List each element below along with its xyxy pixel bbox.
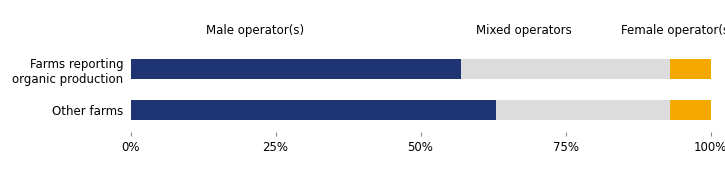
Bar	[461, 59, 670, 79]
Text: Mixed operators: Mixed operators	[476, 24, 571, 37]
Bar	[670, 100, 710, 120]
Bar	[130, 100, 496, 120]
Text: Male operator(s): Male operator(s)	[206, 24, 304, 37]
Bar	[670, 59, 710, 79]
Text: Female operator(s): Female operator(s)	[621, 24, 725, 37]
Bar	[130, 59, 461, 79]
Bar	[496, 100, 670, 120]
